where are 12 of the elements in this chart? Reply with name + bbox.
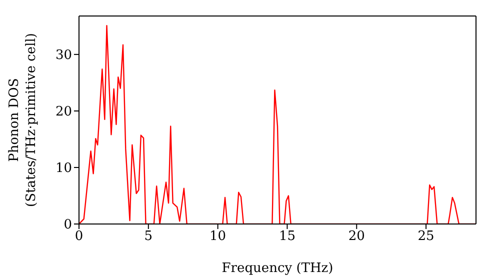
- x-axis-title: Frequency (THz): [222, 261, 334, 276]
- x-tick-label: 5: [144, 229, 153, 244]
- x-tick-label: 20: [348, 229, 365, 244]
- x-tick-label: 10: [210, 229, 226, 244]
- y-tick-label: 10: [55, 161, 72, 176]
- y-axis-title: Phonon DOS (States/THz·primitive cell): [7, 32, 39, 208]
- y-tick-label: 0: [64, 218, 72, 233]
- x-tick-label: 15: [278, 229, 296, 244]
- x-tick-label: 0: [74, 229, 84, 244]
- x-tick-label: 25: [418, 229, 434, 244]
- y-tick-label: 30: [55, 48, 72, 64]
- y-tick-label: 20: [55, 104, 72, 120]
